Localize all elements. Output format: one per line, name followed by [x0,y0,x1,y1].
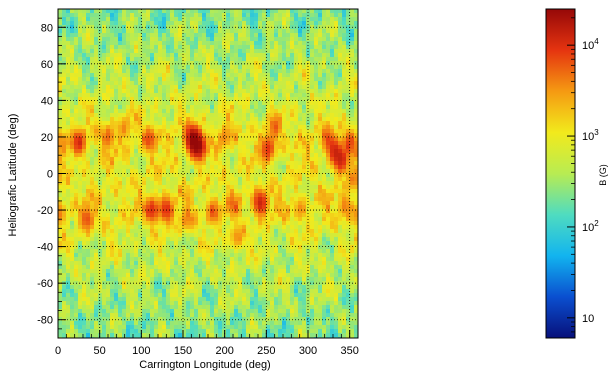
y-tick-label: 20 [41,132,53,144]
y-tick-label: 80 [41,22,53,34]
y-tick-label: -60 [37,278,53,290]
colorbar-tick-label: 104 [582,37,599,52]
y-axis-label: Heliografic Latitude (deg) [7,114,19,237]
x-tick-label: 300 [299,345,317,357]
x-tick-label: 50 [94,345,106,357]
colorbar-tick-label: 103 [582,128,599,143]
x-tick-label: 0 [55,345,61,357]
magnetic-field-heatmap [58,9,358,338]
colorbar-ticks: 10 102 103 104 [567,17,599,339]
x-axis-label: Carrington Longitude (deg) [139,359,270,371]
x-tick-label: 350 [340,345,358,357]
x-tick-label: 250 [257,345,275,357]
y-tick-label: -20 [37,205,53,217]
grid-lines [58,9,358,338]
x-tick-label: 100 [132,345,150,357]
colorbar-label: B (G) [598,164,608,186]
colorbar-tick-label: 102 [582,219,599,234]
x-tick-label: 200 [215,345,233,357]
y-axis: -80 -60 -40 -20 0 20 40 60 80 [37,17,66,330]
y-tick-label: 0 [47,169,53,181]
y-tick-label: 60 [41,59,53,71]
y-tick-label: -80 [37,315,53,327]
x-axis: 0 50 100 150 200 250 300 350 [55,330,359,357]
colorbar-tick-label: 10 [582,313,594,325]
y-tick-label: 40 [41,95,53,107]
colorbar [545,8,576,339]
x-tick-label: 150 [174,345,192,357]
y-tick-label: -40 [37,242,53,254]
